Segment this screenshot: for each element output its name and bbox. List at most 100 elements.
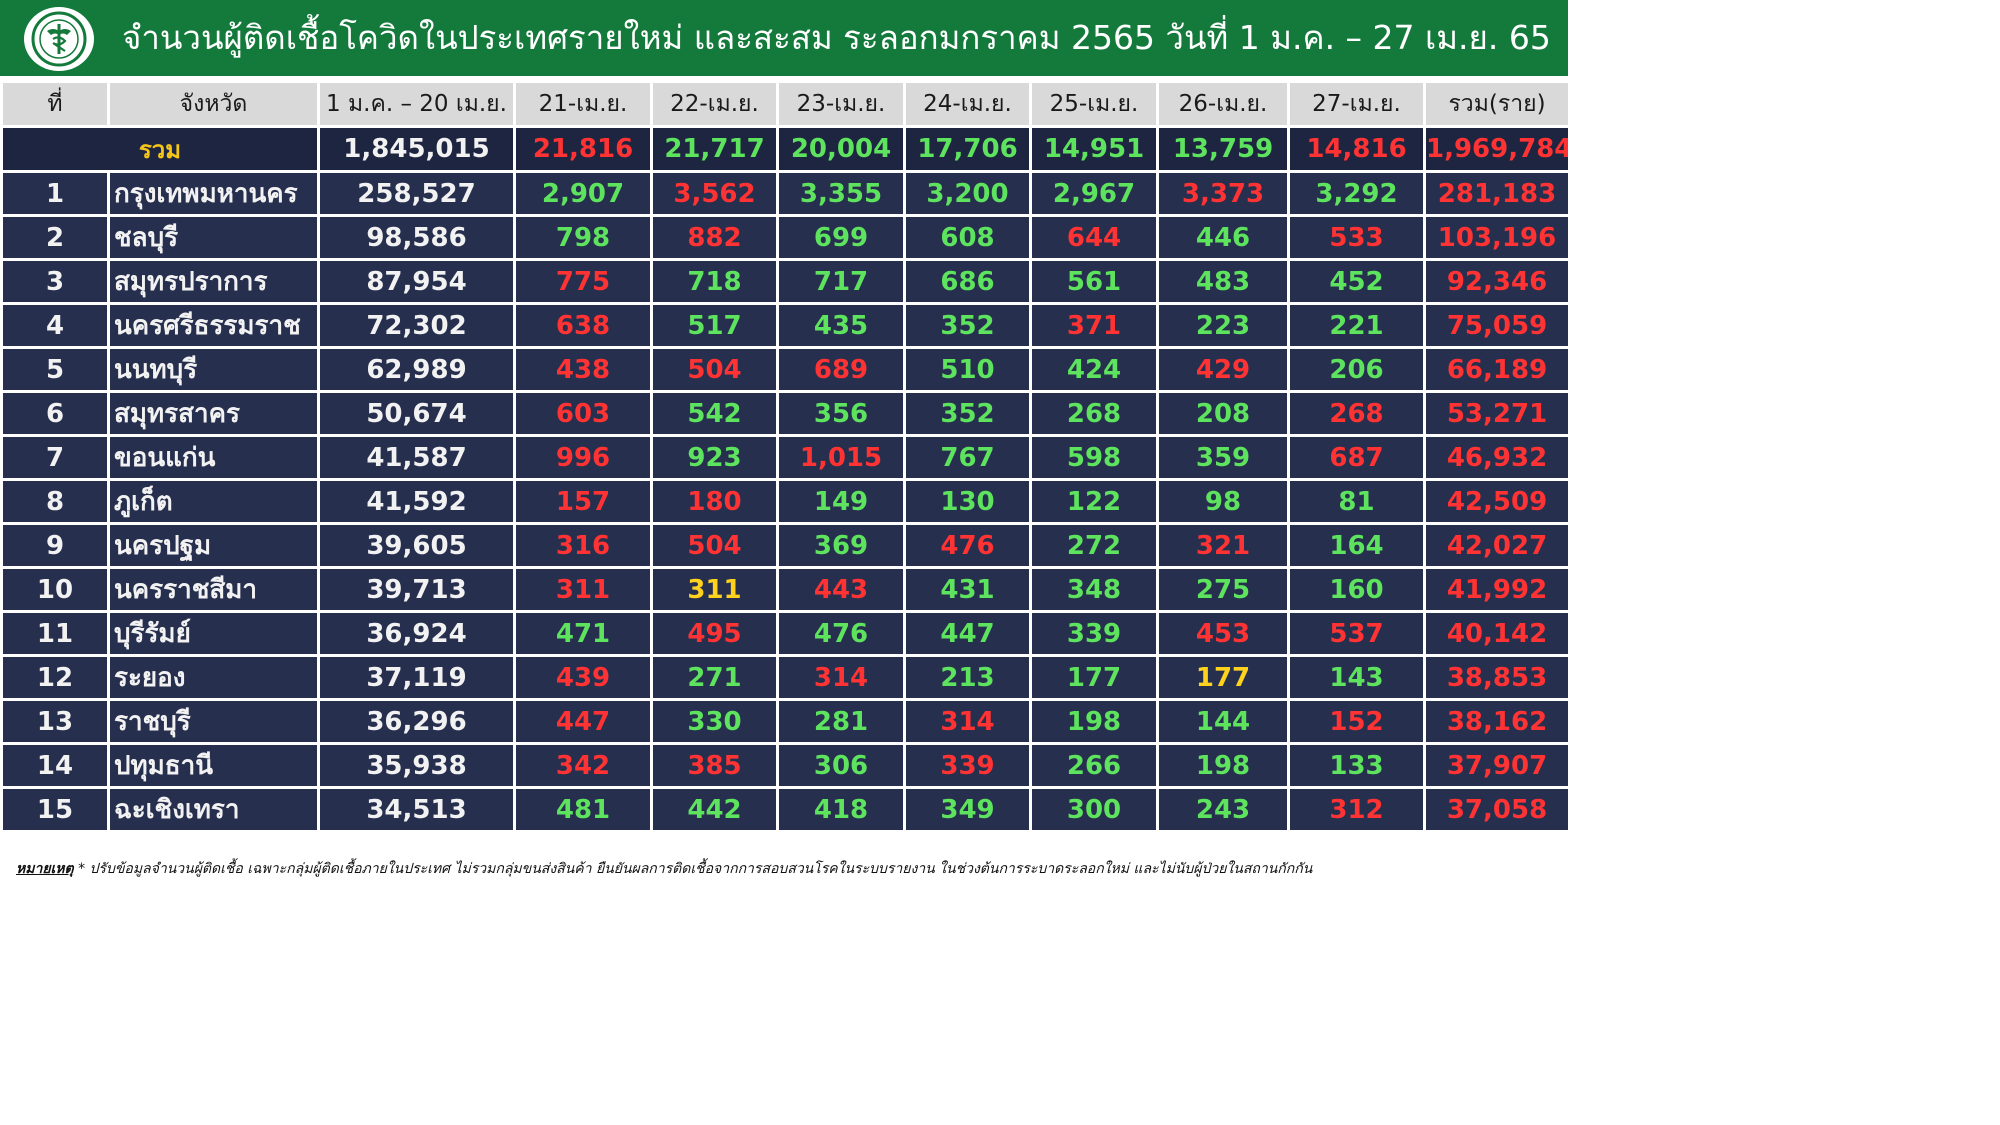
daily-cases-cell: 446 <box>1156 214 1290 261</box>
table-row: 2 ชลบุรี 98,586 798 882 699 608 644 446 533 103,19… <box>0 214 1571 261</box>
base-cases-cell: 35,938 <box>317 742 516 789</box>
rank-cell: 10 <box>0 566 110 613</box>
daily-cases-cell: 198 <box>1156 742 1290 789</box>
daily-cases-cell: 281 <box>776 698 906 745</box>
column-header: 22-เม.ย. <box>650 80 779 128</box>
column-header: 27-เม.ย. <box>1287 80 1426 128</box>
province-cell: กรุงเทพมหานคร <box>107 170 320 217</box>
base-cases-cell: 41,592 <box>317 478 516 525</box>
daily-cases-cell: 561 <box>1029 258 1159 305</box>
daily-cases-cell: 435 <box>776 302 906 349</box>
total-cases-cell: 42,027 <box>1423 522 1571 569</box>
daily-cases-cell: 767 <box>903 434 1032 481</box>
total-label-cell: รวม <box>0 125 320 173</box>
table-row: 15 ฉะเชิงเทรา 34,513 481 442 418 349 300 243 312 3… <box>0 786 1571 833</box>
daily-cases-cell: 882 <box>650 214 779 261</box>
daily-cases-cell: 352 <box>903 390 1032 437</box>
daily-cases-cell: 206 <box>1287 346 1426 393</box>
daily-cases-cell: 312 <box>1287 786 1426 833</box>
base-cases-cell: 258,527 <box>317 170 516 217</box>
daily-cases-cell: 143 <box>1287 654 1426 701</box>
daily-cases-cell: 718 <box>650 258 779 305</box>
daily-cases-cell: 300 <box>1029 786 1159 833</box>
daily-cases-cell: 438 <box>513 346 653 393</box>
table-row: 14 ปทุมธานี 35,938 342 385 306 339 266 198 133 37,… <box>0 742 1571 789</box>
daily-cases-cell: 314 <box>903 698 1032 745</box>
daily-cases-cell: 149 <box>776 478 906 525</box>
rank-cell: 5 <box>0 346 110 393</box>
daily-cases-cell: 160 <box>1287 566 1426 613</box>
daily-cases-cell: 533 <box>1287 214 1426 261</box>
daily-cases-cell: 311 <box>513 566 653 613</box>
total-cases-cell: 92,346 <box>1423 258 1571 305</box>
base-cases-cell: 1,845,015 <box>317 125 516 173</box>
daily-cases-cell: 638 <box>513 302 653 349</box>
footnote-text: * ปรับข้อมูลจำนวนผู้ติดเชื้อ เฉพาะกลุ่มผ… <box>78 861 1313 877</box>
page-title: จำนวนผู้ติดเชื้อโควิดในประเทศรายใหม่ และ… <box>122 18 1551 57</box>
base-cases-cell: 36,296 <box>317 698 516 745</box>
table-row: 13 ราชบุรี 36,296 447 330 281 314 198 144 152 38,1… <box>0 698 1571 745</box>
table-row: 9 นครปฐม 39,605 316 504 369 476 272 321 164 42,027 <box>0 522 1571 569</box>
base-cases-cell: 62,989 <box>317 346 516 393</box>
rank-cell: 12 <box>0 654 110 701</box>
total-cases-cell: 46,932 <box>1423 434 1571 481</box>
daily-cases-cell: 429 <box>1156 346 1290 393</box>
total-cases-cell: 38,853 <box>1423 654 1571 701</box>
daily-cases-cell: 213 <box>903 654 1032 701</box>
daily-cases-cell: 775 <box>513 258 653 305</box>
rank-cell: 9 <box>0 522 110 569</box>
daily-cases-cell: 476 <box>776 610 906 657</box>
daily-cases-cell: 348 <box>1029 566 1159 613</box>
base-cases-cell: 39,713 <box>317 566 516 613</box>
daily-cases-cell: 598 <box>1029 434 1159 481</box>
daily-cases-cell: 504 <box>650 522 779 569</box>
daily-cases-cell: 339 <box>903 742 1032 789</box>
daily-cases-cell: 504 <box>650 346 779 393</box>
base-cases-cell: 50,674 <box>317 390 516 437</box>
total-row: รวม 1,845,015 21,816 21,717 20,004 17,706 14,9… <box>0 125 1571 173</box>
rank-cell: 8 <box>0 478 110 525</box>
daily-cases-cell: 717 <box>776 258 906 305</box>
total-cases-cell: 37,907 <box>1423 742 1571 789</box>
daily-cases-cell: 180 <box>650 478 779 525</box>
daily-cases-cell: 275 <box>1156 566 1290 613</box>
column-header: รวม(ราย) <box>1423 80 1571 128</box>
table-row: 10 นครราชสีมา 39,713 311 311 443 431 348 275 160 4… <box>0 566 1571 613</box>
daily-cases-cell: 923 <box>650 434 779 481</box>
daily-cases-cell: 122 <box>1029 478 1159 525</box>
base-cases-cell: 36,924 <box>317 610 516 657</box>
daily-cases-cell: 3,292 <box>1287 170 1426 217</box>
daily-cases-cell: 223 <box>1156 302 1290 349</box>
daily-cases-cell: 418 <box>776 786 906 833</box>
daily-cases-cell: 510 <box>903 346 1032 393</box>
daily-cases-cell: 321 <box>1156 522 1290 569</box>
daily-cases-cell: 369 <box>776 522 906 569</box>
daily-cases-cell: 542 <box>650 390 779 437</box>
province-cell: ชลบุรี <box>107 214 320 261</box>
daily-cases-cell: 221 <box>1287 302 1426 349</box>
daily-cases-cell: 359 <box>1156 434 1290 481</box>
daily-cases-cell: 243 <box>1156 786 1290 833</box>
daily-cases-cell: 483 <box>1156 258 1290 305</box>
column-header: จังหวัด <box>107 80 320 128</box>
daily-cases-cell: 342 <box>513 742 653 789</box>
column-header: 1 ม.ค. – 20 เม.ย. <box>317 80 516 128</box>
province-cell: ราชบุรี <box>107 698 320 745</box>
daily-cases-cell: 130 <box>903 478 1032 525</box>
daily-cases-cell: 20,004 <box>776 125 906 173</box>
province-cell: สมุทรปราการ <box>107 258 320 305</box>
rank-cell: 13 <box>0 698 110 745</box>
column-header: 24-เม.ย. <box>903 80 1032 128</box>
footnote: หมายเหตุ * ปรับข้อมูลจำนวนผู้ติดเชื้อ เฉ… <box>16 858 1558 880</box>
daily-cases-cell: 442 <box>650 786 779 833</box>
base-cases-cell: 34,513 <box>317 786 516 833</box>
daily-cases-cell: 272 <box>1029 522 1159 569</box>
daily-cases-cell: 339 <box>1029 610 1159 657</box>
column-header: 25-เม.ย. <box>1029 80 1159 128</box>
daily-cases-cell: 996 <box>513 434 653 481</box>
total-cases-cell: 66,189 <box>1423 346 1571 393</box>
base-cases-cell: 98,586 <box>317 214 516 261</box>
daily-cases-cell: 164 <box>1287 522 1426 569</box>
daily-cases-cell: 608 <box>903 214 1032 261</box>
daily-cases-cell: 349 <box>903 786 1032 833</box>
